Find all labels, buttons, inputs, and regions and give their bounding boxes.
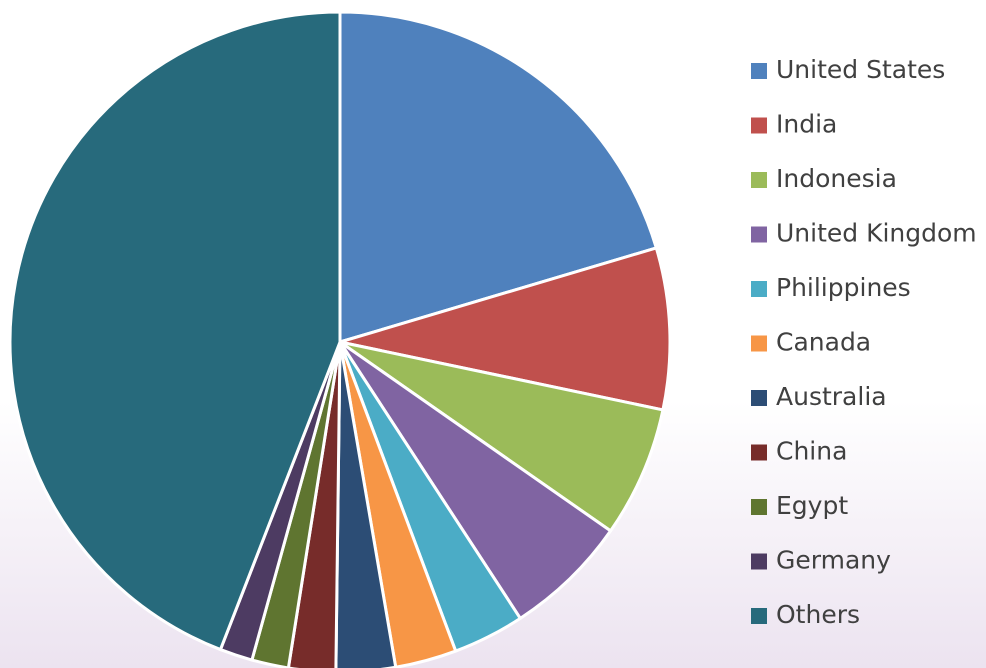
pie-slice — [338, 340, 613, 620]
legend-swatch — [751, 444, 767, 461]
legend-label: Indonesia — [776, 164, 897, 193]
legend-swatch — [751, 63, 767, 79]
pie — [8, 10, 672, 668]
legend-label: Australia — [776, 382, 887, 411]
legend: United States India Indonesia United Kingdo… — [751, 55, 977, 629]
legend-swatch — [751, 335, 767, 352]
legend-label: United Kingdom — [776, 219, 977, 248]
legend-swatch — [751, 117, 767, 134]
legend-label: United States — [776, 55, 945, 84]
legend-swatch — [751, 608, 767, 624]
legend-swatch — [751, 172, 767, 188]
legend-swatch — [751, 226, 767, 243]
pie-slice — [338, 246, 672, 412]
legend-label: India — [776, 110, 837, 139]
legend-label: Others — [776, 600, 860, 629]
pie-slice — [334, 340, 398, 668]
legend-label: Canada — [776, 328, 871, 357]
legend-label: Egypt — [776, 491, 848, 520]
legend-label: Philippines — [776, 273, 911, 302]
legend-swatch — [751, 499, 767, 515]
pie-slice — [338, 10, 658, 344]
legend-swatch — [751, 553, 767, 570]
pie-slice — [8, 10, 342, 652]
pie-slice — [338, 340, 665, 533]
legend-swatch — [751, 281, 767, 297]
legend-swatch — [751, 390, 767, 406]
legend-label: Germany — [776, 546, 891, 575]
legend-label: China — [776, 437, 847, 466]
